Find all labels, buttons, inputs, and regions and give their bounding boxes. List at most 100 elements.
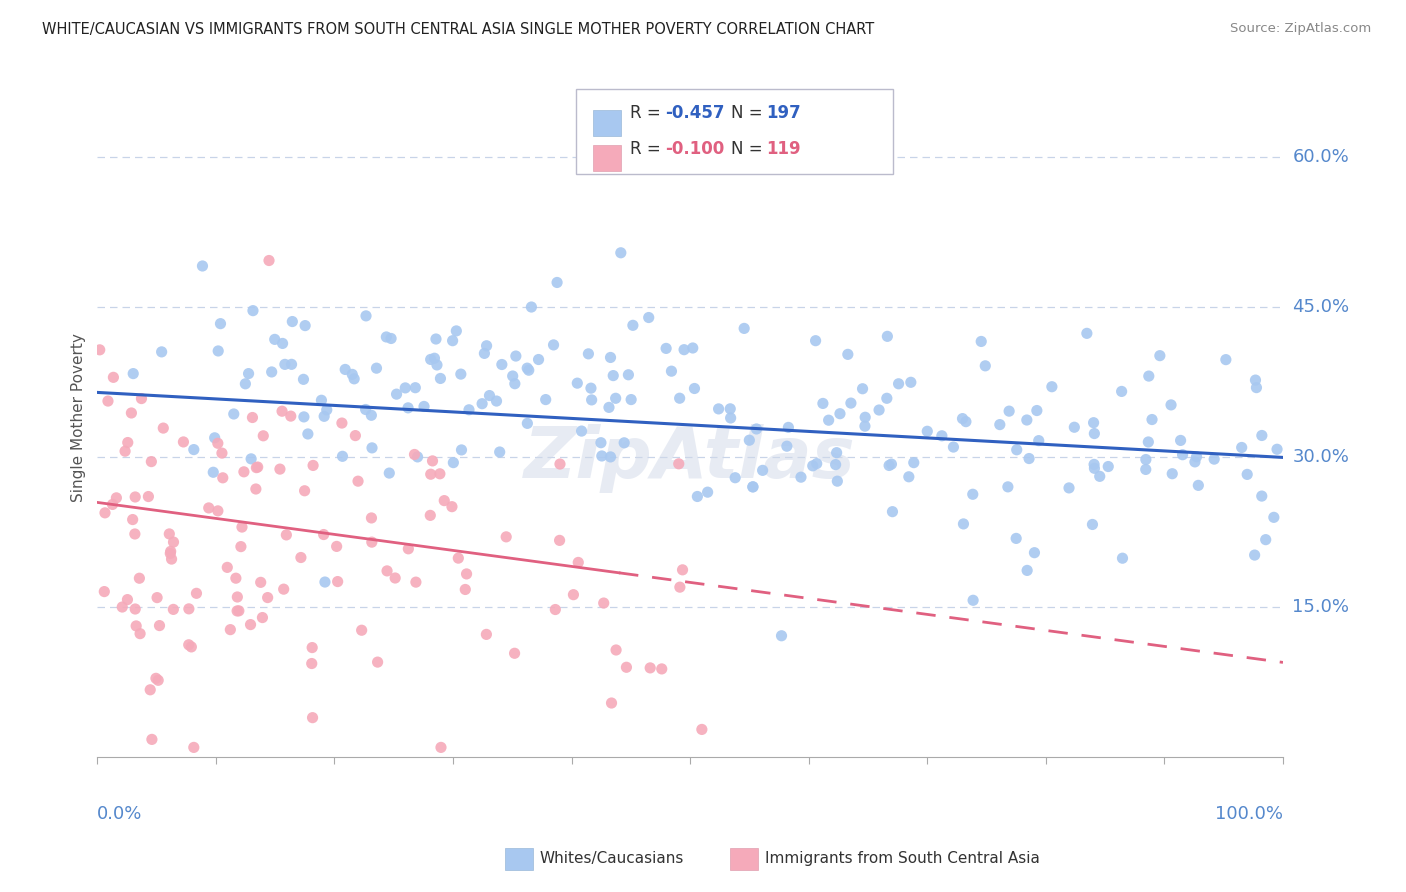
Point [616,660,638,674]
Point [160,552,183,566]
Text: 0.0%: 0.0% [97,805,143,823]
Point [599,351,621,365]
Point [256,591,278,605]
Point [172,434,194,449]
Point [638,661,661,675]
Point [471,397,494,411]
Point [567,376,589,391]
Point [997,480,1019,494]
Point [1063,420,1085,434]
Point [724,471,747,485]
Point [673,343,696,357]
Point [1215,352,1237,367]
Point [128,571,150,585]
Text: Immigrants from South Central Asia: Immigrants from South Central Asia [765,851,1040,865]
Point [271,404,294,418]
Point [141,732,163,747]
Point [1025,403,1047,417]
Point [425,332,447,346]
Point [394,381,416,395]
Point [456,566,478,581]
Point [312,527,335,541]
Point [668,457,690,471]
Point [917,424,939,438]
Point [269,462,291,476]
Point [93,584,115,599]
Point [1171,448,1194,462]
Point [375,330,398,344]
Point [252,610,274,624]
Point [1083,458,1105,472]
Point [882,505,904,519]
Point [600,696,623,710]
Point [159,544,181,558]
Point [669,580,692,594]
Point [548,457,571,471]
Point [240,451,263,466]
Point [211,446,233,460]
Point [527,352,550,367]
Point [146,591,169,605]
Point [824,458,846,472]
Point [446,324,468,338]
Point [1083,461,1105,475]
Point [384,571,406,585]
Point [817,413,839,427]
Point [404,448,426,462]
Point [354,402,377,417]
Point [475,627,498,641]
Point [733,321,755,335]
Point [778,420,800,434]
Point [1057,481,1080,495]
Point [274,357,297,371]
Point [1097,459,1119,474]
Point [651,662,673,676]
Point [592,596,614,610]
Point [273,582,295,596]
Point [1083,416,1105,430]
Text: 30.0%: 30.0% [1292,449,1350,467]
Text: N =: N = [731,140,768,158]
Point [478,388,501,402]
Point [276,528,298,542]
Point [186,586,208,600]
Point [1040,380,1063,394]
Text: Source: ZipAtlas.com: Source: ZipAtlas.com [1230,22,1371,36]
Point [811,396,834,410]
Point [1081,517,1104,532]
Point [419,467,441,482]
Point [1161,467,1184,481]
Point [742,480,765,494]
Point [655,342,678,356]
Point [1088,469,1111,483]
Point [245,460,267,475]
Point [222,407,245,421]
Point [380,331,402,345]
Point [361,441,384,455]
Point [97,394,120,409]
Point [1254,533,1277,547]
Point [1187,478,1209,492]
Point [617,368,640,382]
Point [145,671,167,685]
Point [1149,349,1171,363]
Point [290,550,312,565]
Point [246,460,269,475]
Point [1135,462,1157,476]
Point [962,487,984,501]
Point [406,450,429,464]
Point [1137,369,1160,384]
Point [378,466,401,480]
Point [1015,413,1038,427]
Point [367,655,389,669]
Text: -0.100: -0.100 [665,140,724,158]
Point [301,711,323,725]
Point [801,458,824,473]
Point [292,409,315,424]
Point [141,454,163,468]
Point [426,358,449,372]
Point [301,640,323,655]
Point [942,440,965,454]
Point [342,368,364,382]
Point [544,602,567,616]
